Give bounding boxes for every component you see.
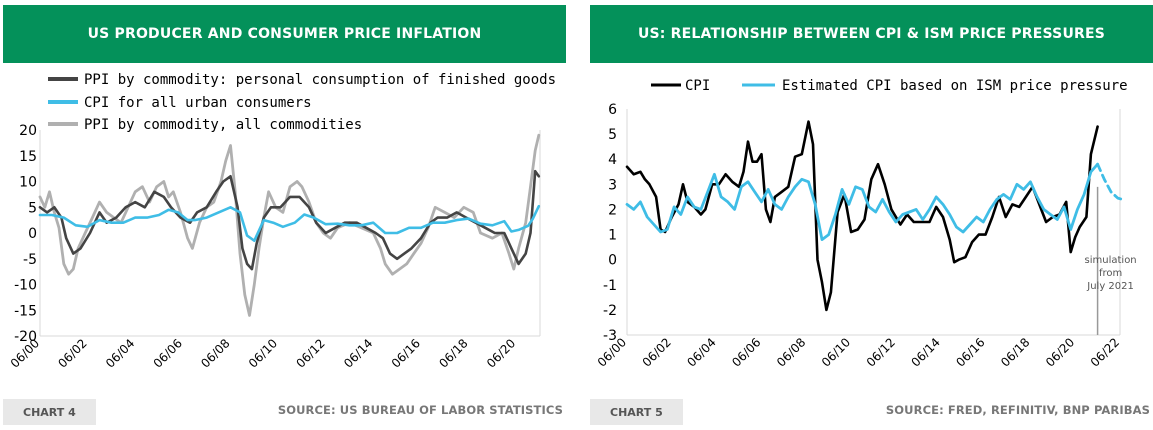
left-y-tick-label: 20 [19,123,37,139]
right-simulation-annotation: simulation [1085,255,1137,266]
left-x-tick-label: 06/20 [484,336,518,370]
left-x-tick-label: 06/08 [198,336,232,370]
right-x-tick-label: 06/04 [684,335,718,369]
left-series-line-ppi-personal-consumption [38,169,541,271]
right-chart-header: US: RELATIONSHIP BETWEEN CPI & ISM PRICE… [590,5,1153,63]
right-y-tick-label: -1 [603,278,617,294]
right-x-tick-label: 06/10 [819,335,853,369]
left-chart-badge: CHART 4 [3,399,96,425]
left-y-tick-label: 5 [28,200,37,216]
left-panel: US PRODUCER AND CONSUMER PRICE INFLATION… [0,0,566,430]
right-x-tick-label: 06/08 [774,335,808,369]
right-y-tick-label: -3 [603,328,617,344]
right-x-tick-label: 06/02 [640,335,674,369]
left-legend-label: PPI by commodity: personal consumption o… [84,72,556,88]
right-y-tick-label: 1 [608,228,617,244]
left-y-tick-label: 10 [19,175,37,191]
left-legend-label: PPI by commodity, all commodities [84,117,362,133]
left-y-tick-label: -10 [14,278,37,294]
left-y-tick-label: -5 [23,252,37,268]
left-y-tick-label: -15 [14,303,37,319]
right-x-tick-label: 06/20 [1043,335,1077,369]
left-x-tick-label: 06/14 [341,336,375,370]
left-x-tick-label: 06/06 [151,336,185,370]
right-y-tick-label: 0 [608,253,617,269]
right-x-tick-label: 06/16 [953,335,987,369]
right-y-tick-label: 6 [608,102,617,118]
right-chart-badge: CHART 5 [590,399,683,425]
right-simulation-annotation: July 2021 [1086,281,1134,292]
right-y-tick-label: 5 [608,127,617,143]
right-y-tick-label: 3 [608,177,617,193]
right-y-tick-label: 4 [608,152,617,168]
left-legend-label: CPI for all urban consumers [84,95,312,111]
right-panel: US: RELATIONSHIP BETWEEN CPI & ISM PRICE… [587,0,1153,430]
right-x-tick-label: 06/18 [998,335,1032,369]
right-series-line-cpi [625,120,1099,312]
right-legend-label: Estimated CPI based on ISM price pressur… [782,78,1128,94]
right-x-tick-label: 06/06 [729,335,763,369]
left-x-tick-label: 06/12 [293,336,327,370]
left-chart-source: SOURCE: US BUREAU OF LABOR STATISTICS [277,403,563,417]
left-y-tick-label: 0 [28,226,37,242]
left-x-tick-label: 06/04 [103,336,137,370]
right-chart-source: SOURCE: FRED, REFINITIV, BNP PARIBAS [885,403,1150,417]
left-x-tick-label: 06/02 [55,336,89,370]
left-y-tick-label: -20 [14,329,37,345]
left-chart-header: US PRODUCER AND CONSUMER PRICE INFLATION [3,5,566,63]
right-series-line-estimated-cpi [625,162,1100,242]
right-simulation-annotation: from [1099,268,1122,279]
left-x-tick-label: 06/16 [389,336,423,370]
right-series-line-estimated-cpi-simulation [1096,162,1124,201]
left-series-line-cpi-urban-consumers [38,204,541,242]
right-y-tick-label: 2 [608,202,617,218]
right-y-tick-label: -2 [603,303,617,319]
right-x-tick-label: 06/12 [864,335,898,369]
right-x-tick-label: 06/14 [908,335,942,369]
right-x-tick-label: 06/22 [1088,335,1122,369]
right-legend-label: CPI [685,78,710,94]
left-x-tick-label: 06/10 [246,336,280,370]
left-x-tick-label: 06/18 [436,336,470,370]
left-y-tick-label: 15 [19,149,37,165]
